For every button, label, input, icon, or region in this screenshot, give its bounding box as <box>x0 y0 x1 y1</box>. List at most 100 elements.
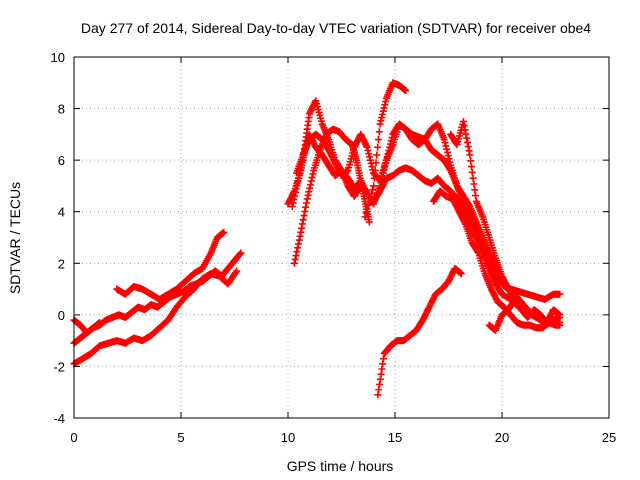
data-point <box>291 255 299 263</box>
data-point <box>377 117 385 125</box>
data-point <box>386 140 394 148</box>
data-point <box>387 137 395 145</box>
data-point <box>298 224 306 232</box>
data-point <box>374 143 382 151</box>
series-trace-5 <box>284 130 564 327</box>
data-point <box>371 166 379 174</box>
data-point <box>372 159 380 167</box>
data-point <box>293 248 301 256</box>
data-point <box>402 87 410 95</box>
x-tick-label: 25 <box>602 430 616 445</box>
data-point <box>375 386 383 394</box>
x-tick-label: 10 <box>281 430 295 445</box>
data-point <box>382 97 390 105</box>
data-point <box>446 158 454 166</box>
series-trace-10 <box>374 264 465 399</box>
data-point <box>378 175 386 183</box>
data-point <box>289 199 297 207</box>
data-point <box>376 120 384 128</box>
axis-ticks: 0 5 10 15 20 25 -4 -2 0 2 4 6 8 10 <box>51 50 617 445</box>
data-point <box>367 190 375 198</box>
data-point <box>443 145 451 153</box>
data-point <box>462 130 470 138</box>
data-point <box>376 375 384 383</box>
y-tick-label: 2 <box>58 256 65 271</box>
data-point <box>460 122 468 130</box>
series-trace-11 <box>430 187 564 332</box>
data-point <box>299 153 307 161</box>
data-point <box>233 267 241 275</box>
data-point <box>294 244 302 252</box>
y-tick-label: 4 <box>58 205 65 220</box>
data-point <box>382 156 390 164</box>
data-point <box>297 162 305 170</box>
data-point <box>459 117 467 125</box>
data-point <box>556 311 564 319</box>
data-point <box>364 201 372 209</box>
data-point <box>366 194 374 202</box>
data-point <box>466 151 474 159</box>
data-point <box>543 319 551 327</box>
x-tick-label: 0 <box>70 430 77 445</box>
data-point <box>465 147 473 155</box>
data-point <box>304 191 312 199</box>
x-tick-label: 20 <box>495 430 509 445</box>
data-point <box>469 174 477 182</box>
data-point <box>295 174 303 182</box>
data-point <box>305 188 313 196</box>
data-point <box>461 126 469 134</box>
data-point <box>302 199 310 207</box>
y-tick-label: -2 <box>53 359 65 374</box>
y-tick-label: -4 <box>53 411 65 426</box>
data-point <box>445 155 453 163</box>
data-point <box>470 180 478 188</box>
data-point <box>364 146 372 154</box>
data-point <box>385 146 393 154</box>
data-point <box>96 319 104 327</box>
data-point <box>296 166 304 174</box>
series-trace-4 <box>113 228 228 303</box>
data-point <box>373 151 381 159</box>
data-point <box>297 228 305 236</box>
data-point <box>298 157 306 165</box>
y-tick-label: 10 <box>51 50 65 65</box>
data-point <box>444 152 452 160</box>
y-tick-label: 0 <box>58 308 65 323</box>
data-point <box>290 259 298 267</box>
data-point <box>362 209 370 217</box>
data-point <box>296 170 304 178</box>
data-point <box>220 228 228 236</box>
data-point <box>295 236 303 244</box>
data-point <box>378 114 386 122</box>
data-point <box>299 216 307 224</box>
data-point <box>300 212 308 220</box>
data-point <box>309 170 317 178</box>
y-axis-label: SDTVAR / TECUs <box>7 182 23 294</box>
data-point <box>468 168 476 176</box>
data-point <box>294 178 302 186</box>
data-point <box>381 101 389 109</box>
data-point <box>301 207 309 215</box>
data-point <box>288 203 296 211</box>
data-point <box>300 149 308 157</box>
data-point <box>380 166 388 174</box>
data-point <box>363 205 371 213</box>
data-point <box>291 188 299 196</box>
series-trace-1 <box>70 267 241 368</box>
data-point <box>365 218 373 226</box>
data-point <box>377 370 385 378</box>
data-point <box>374 391 382 399</box>
data-point <box>472 192 480 200</box>
data-point <box>377 179 385 187</box>
data-point <box>366 156 374 164</box>
data-point <box>467 157 475 165</box>
data-point <box>363 143 371 151</box>
data-point <box>443 148 451 156</box>
data-point <box>384 150 392 158</box>
data-point <box>382 159 390 167</box>
data-point <box>370 174 378 182</box>
data-point <box>290 195 298 203</box>
data-point <box>302 203 310 211</box>
data-point <box>307 177 315 185</box>
